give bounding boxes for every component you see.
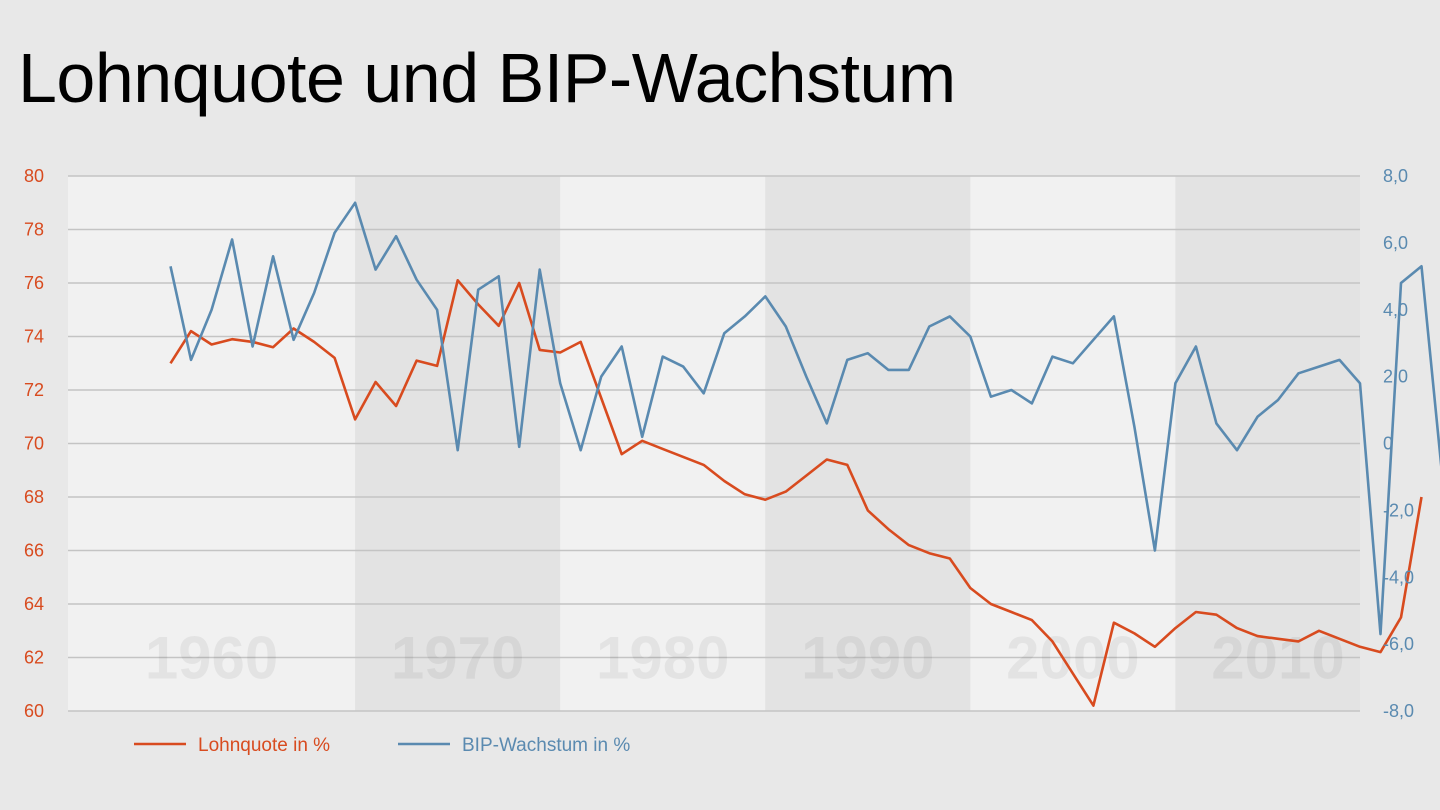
chart-title: Lohnquote und BIP-Wachstum bbox=[18, 39, 956, 117]
left-tick-label: 76 bbox=[24, 273, 44, 293]
right-tick-label: 4,0 bbox=[1383, 300, 1408, 320]
lohnquote-line bbox=[169, 278, 1423, 707]
decade-label: 1980 bbox=[596, 625, 729, 692]
bip-wachstum-line bbox=[169, 201, 1440, 636]
decade-labels: 1960 1970 1980 1990 2000 2010 bbox=[145, 625, 1345, 692]
left-tick-label: 64 bbox=[24, 594, 44, 614]
left-tick-label: 74 bbox=[24, 327, 44, 347]
right-tick-label: 2,0 bbox=[1383, 367, 1408, 387]
right-tick-label: 6,0 bbox=[1383, 233, 1408, 253]
left-tick-label: 66 bbox=[24, 541, 44, 561]
right-tick-label: -8,0 bbox=[1383, 701, 1414, 721]
legend-label: BIP-Wachstum in % bbox=[462, 735, 630, 756]
left-tick-label: 70 bbox=[24, 434, 44, 454]
right-tick-label: 8,0 bbox=[1383, 166, 1408, 186]
left-tick-label: 68 bbox=[24, 487, 44, 507]
right-tick-label: 0 bbox=[1383, 434, 1393, 454]
grid-lines bbox=[68, 175, 1360, 712]
series-lines bbox=[169, 201, 1440, 707]
decade-label: 1970 bbox=[391, 625, 524, 692]
decade-label: 1960 bbox=[145, 625, 278, 692]
left-tick-label: 72 bbox=[24, 380, 44, 400]
decade-label: 1990 bbox=[801, 625, 934, 692]
left-tick-label: 62 bbox=[24, 648, 44, 668]
left-axis-ticks: 60 62 64 66 68 70 72 74 76 78 80 bbox=[24, 166, 44, 721]
left-tick-label: 78 bbox=[24, 220, 44, 240]
right-axis-ticks: -8,0 -6,0 -4,0 -2,0 0 2,0 4,0 6,0 8,0 bbox=[1383, 166, 1414, 721]
legend-label: Lohnquote in % bbox=[198, 735, 330, 756]
legend: Lohnquote in % BIP-Wachstum in % bbox=[134, 735, 630, 756]
right-tick-label: -6,0 bbox=[1383, 634, 1414, 654]
decade-label: 2010 bbox=[1211, 625, 1344, 692]
decade-label: 2000 bbox=[1006, 625, 1139, 692]
right-tick-label: -4,0 bbox=[1383, 567, 1414, 587]
right-tick-label: -2,0 bbox=[1383, 500, 1414, 520]
left-tick-label: 80 bbox=[24, 166, 44, 186]
left-tick-label: 60 bbox=[24, 701, 44, 721]
